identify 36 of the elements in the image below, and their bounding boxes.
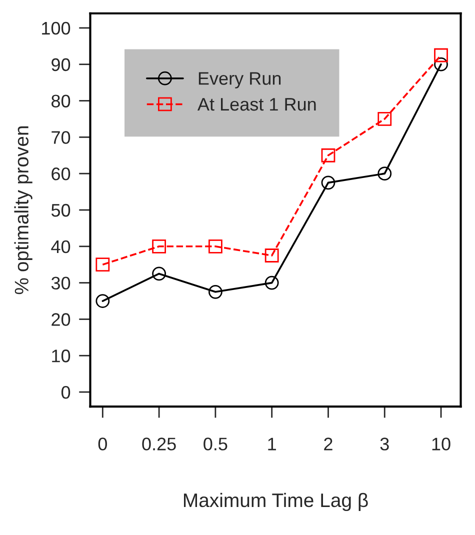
point: [152, 266, 166, 281]
x-tick-label: 0.5: [204, 438, 228, 450]
y-tick-label: 0: [61, 386, 70, 399]
x-axis-title: Maximum Time Lag β: [184, 492, 368, 511]
y-tick-label: 20: [52, 313, 70, 326]
point: [321, 176, 336, 190]
point: [96, 294, 110, 308]
point: [96, 258, 110, 272]
x-tick-label: 2: [324, 438, 332, 450]
point: [434, 48, 448, 62]
point: [208, 284, 222, 299]
x-tick-label: 0.25: [142, 438, 176, 450]
y-tick-label: 70: [52, 131, 70, 144]
y-tick-label: 60: [52, 168, 70, 180]
point: [378, 166, 392, 181]
y-tick-label: 50: [51, 204, 70, 217]
point: [152, 239, 166, 254]
point: [264, 276, 279, 290]
legend-label: At Least 1 Run: [197, 98, 316, 111]
point: [378, 112, 392, 126]
x-tick-label: 10: [432, 438, 450, 450]
y-tick-label: 90: [52, 58, 70, 72]
x-tick-label: 1: [268, 438, 276, 450]
y-tick-label: 10: [52, 350, 70, 362]
y-tick-label: 30: [51, 276, 70, 290]
point: [434, 57, 448, 72]
point: [264, 248, 279, 262]
point: [321, 148, 336, 162]
point: [208, 239, 222, 254]
x-tick-label: 3: [380, 438, 389, 450]
y-tick-label: 40: [51, 240, 70, 254]
y-tick-label: 80: [52, 94, 70, 108]
legend-label: Every Run: [198, 72, 281, 88]
y-tick-label: 100: [42, 22, 70, 35]
y-axis-title: % optimality proven: [14, 126, 32, 294]
x-tick-label: 0: [98, 438, 107, 450]
